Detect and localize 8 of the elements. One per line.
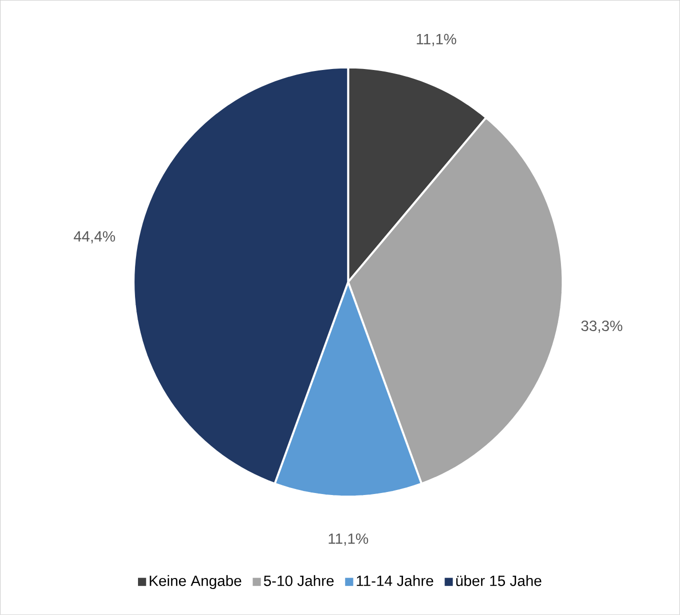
data-label: 11,1% [416, 34, 456, 46]
data-label: 44,4% [74, 231, 116, 244]
legend-label: 11-14 Jahre [356, 575, 434, 586]
legend-label: über 15 Jahe [456, 575, 542, 586]
legend-label: Keine Angabe [150, 575, 242, 590]
data-label: 33,3% [581, 320, 622, 333]
legend-label: 5-10 Jahre [264, 575, 334, 586]
data-label: 11,1% [328, 534, 368, 546]
